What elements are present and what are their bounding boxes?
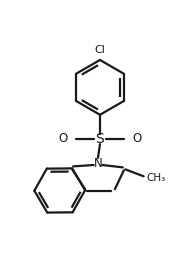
Text: Cl: Cl: [94, 45, 105, 55]
Text: O: O: [132, 132, 142, 145]
Text: O: O: [58, 132, 68, 145]
Text: N: N: [94, 157, 102, 170]
Text: CH₃: CH₃: [147, 173, 166, 183]
Text: S: S: [96, 132, 104, 146]
